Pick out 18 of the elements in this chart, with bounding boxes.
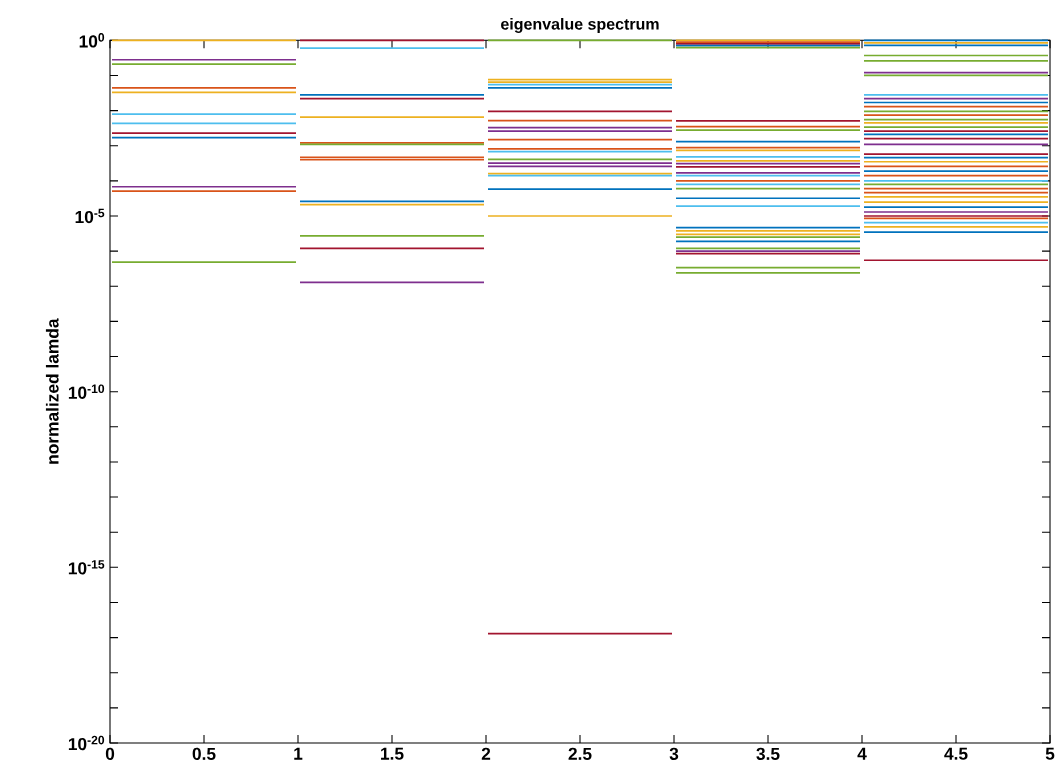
x-tick-label: 2 — [481, 747, 491, 760]
x-tick-label: 5 — [1045, 747, 1055, 760]
x-tick-label: 4 — [857, 747, 867, 760]
x-tick-label: 0 — [105, 747, 115, 760]
x-tick-label: 0.5 — [192, 747, 216, 760]
x-tick-label: 1 — [294, 747, 303, 760]
y-tick-label: 10$^{0}$ — [79, 33, 105, 48]
y-tick-label: 10$^{-10}$ — [68, 384, 105, 399]
chart-title: eigenvalue spectrum — [501, 17, 659, 33]
x-tick-label: 4.5 — [944, 747, 968, 760]
x-tick-label: 3.5 — [756, 747, 780, 761]
x-tick-label: 3 — [669, 747, 679, 761]
y-tick-label: 10$^{-20}$ — [68, 735, 105, 751]
x-tick-label: 1.5 — [381, 747, 404, 760]
y-tick-label: 10$^{-15}$ — [68, 560, 105, 575]
x-tick-label: 2.5 — [568, 747, 592, 760]
y-tick-label: 10$^{-5}$ — [75, 208, 105, 224]
y-axis-title: normalized lamda — [45, 318, 59, 464]
